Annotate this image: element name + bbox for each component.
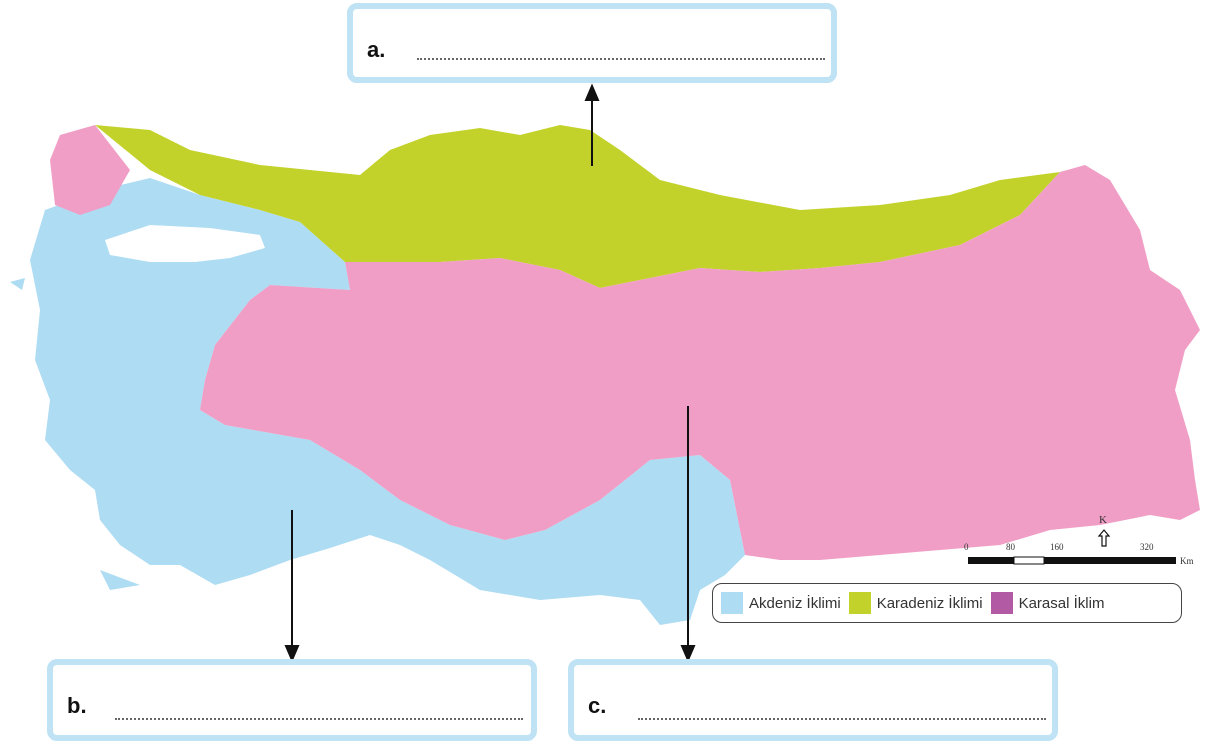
legend-label-continental: Karasal İklim [1018, 594, 1105, 612]
north-arrow-icon [1097, 529, 1111, 547]
answer-blank-b[interactable] [115, 718, 523, 720]
answer-box-a: a. [347, 3, 837, 83]
answer-box-c: c. [568, 659, 1058, 741]
black-sea-climate-region [95, 125, 1060, 288]
continental-climate-region [200, 165, 1200, 560]
answer-box-b: b. [47, 659, 537, 741]
scale-unit: Km [1180, 556, 1194, 566]
legend-swatch-black-sea [848, 592, 871, 614]
mediterranean-climate-region [30, 178, 745, 625]
answer-blank-c[interactable] [638, 718, 1046, 720]
answer-letter-b: b. [67, 693, 87, 718]
legend: Akdeniz İklimi Karadeniz İklimi Karasal … [712, 583, 1182, 623]
legend-swatch-mediterranean [721, 592, 743, 614]
scale-tick-0: 0 [964, 542, 969, 552]
legend-item-black-sea: Karadeniz İklimi [848, 592, 983, 614]
arrow-c [680, 406, 696, 663]
scale-tick-320: 320 [1140, 542, 1154, 552]
arrow-b [284, 510, 300, 663]
answer-letter-a: a. [367, 37, 386, 62]
scale-tick-160: 160 [1050, 542, 1064, 552]
answer-letter-c: c. [588, 693, 607, 718]
arrow-a [584, 83, 600, 166]
north-label: K [1099, 514, 1107, 526]
legend-item-continental: Karasal İklim [990, 592, 1105, 614]
scale-tick-80: 80 [1006, 542, 1015, 552]
thrace-continental-region [50, 125, 130, 215]
legend-label-black-sea: Karadeniz İklimi [876, 594, 983, 612]
answer-blank-a[interactable] [417, 58, 825, 60]
legend-swatch-continental [990, 592, 1013, 614]
scale-bar [968, 556, 1176, 565]
legend-item-mediterranean: Akdeniz İklimi [721, 592, 841, 614]
marmara-sea [105, 225, 265, 262]
legend-label-mediterranean: Akdeniz İklimi [749, 594, 841, 612]
island [100, 570, 140, 590]
island [10, 278, 25, 290]
